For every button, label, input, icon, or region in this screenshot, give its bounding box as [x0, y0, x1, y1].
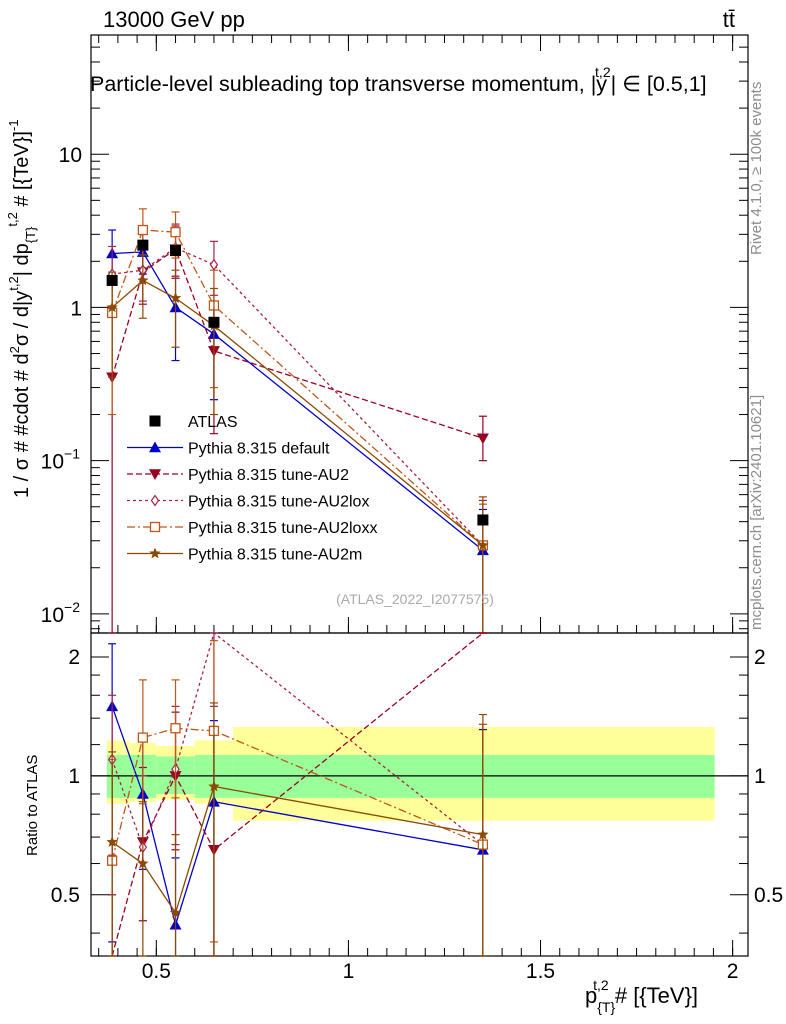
ratio-plot-frame: [90, 632, 749, 957]
legend-marker: [149, 469, 161, 480]
series-line: [112, 247, 484, 546]
y-tick-label: 10: [59, 144, 82, 167]
ratio-tick-label-right: 1: [754, 765, 766, 788]
legend: ATLAS Pythia 8.315 default Pythia 8.315 tu…: [127, 414, 377, 564]
data-point: [209, 258, 219, 271]
y-tick-label: 10−1: [41, 446, 81, 474]
ratio-point: [208, 780, 220, 792]
data-point: [106, 301, 118, 313]
ratio-point: [137, 857, 149, 869]
ratio-point: [170, 723, 181, 734]
series-0: [106, 229, 489, 634]
data-point: [137, 224, 149, 236]
ratio-plot-series: [106, 632, 489, 957]
rivet-version-label: Rivet 4.1.0, ≥ 100k events: [748, 82, 765, 255]
ratio-point: [477, 828, 489, 840]
atlas-point: [208, 316, 220, 328]
x-tick-label: 1.5: [526, 960, 555, 983]
x-tick-label: 2: [727, 960, 739, 983]
legend-label: ATLAS: [188, 414, 238, 431]
x-tick-label: 1: [343, 960, 355, 983]
legend-label: Pythia 8.315 tune-AU2lox: [188, 494, 369, 511]
plot-title-var: y: [596, 72, 607, 96]
ratio-y-axis-label: Ratio to ATLAS: [24, 755, 41, 856]
legend-label: Pythia 8.315 tune-AU2m: [188, 547, 362, 564]
ratio-tick-label-right: 2: [754, 646, 766, 669]
y-axis-label: 1 / σ # #cdot # d2σ / d|yt,2| dp{T}t,2 #…: [5, 119, 38, 498]
atlas-point: [137, 239, 149, 251]
plot-title-main: Particle-level subleading top transverse…: [90, 72, 596, 96]
ratio-tick-label: 1: [68, 765, 80, 788]
series-2: [107, 223, 488, 634]
series-3: [106, 208, 489, 634]
main-plot-series: [106, 208, 489, 634]
legend-atlas-marker: [149, 415, 161, 427]
data-point: [170, 227, 181, 238]
atlas-data: [106, 239, 489, 526]
legend-label: Pythia 8.315 default: [188, 441, 330, 458]
legend-label: Pythia 8.315 tune-AU2: [188, 467, 349, 484]
data-point: [476, 433, 489, 445]
ratio-tick-label: 0.5: [51, 884, 80, 907]
data-point: [477, 539, 489, 551]
atlas-point: [170, 245, 182, 257]
data-point: [169, 292, 182, 303]
ratio-point: [137, 732, 149, 743]
ratio-tick-label: 2: [68, 646, 80, 669]
process-label: tt̄: [723, 7, 735, 32]
axis-ticks: 0.5 1 1.5 2 10 1 10−1 10−2 0.5 0.5 1 1 2 2: [41, 34, 783, 983]
x-tick-label: 0.5: [142, 960, 171, 983]
plot-title-tail: | ∈ [0.5,1]: [611, 72, 707, 96]
legend-marker: [150, 494, 160, 507]
legend-label: Pythia 8.315 tune-AU2loxx: [188, 520, 377, 537]
energy-label: 13000 GeV pp: [103, 7, 245, 32]
series-line: [111, 229, 484, 546]
ratio-point: [106, 836, 118, 847]
ratio-line: [111, 633, 484, 849]
legend-marker: [149, 547, 161, 559]
legend-marker: [149, 441, 161, 453]
ratio-tick-label-right: 0.5: [754, 884, 783, 907]
y-tick-label: 1: [70, 297, 82, 320]
source-label: mcplots.cern.ch [arXiv:2401.10621]: [748, 395, 765, 630]
analysis-watermark: (ATLAS_2022_I2077575): [336, 591, 494, 607]
ratio-series-4: [106, 702, 489, 957]
ratio-point: [169, 906, 182, 918]
plot-title-sup: t,2: [595, 64, 611, 80]
atlas-point: [477, 514, 489, 526]
data-point: [137, 274, 149, 286]
series-line: [111, 248, 484, 439]
plot-title: Particle-level subleading top transverse…: [90, 64, 707, 96]
atlas-point: [106, 274, 118, 286]
legend-marker: [149, 521, 161, 533]
y-tick-label: 10−2: [41, 599, 81, 627]
x-axis-label: p{T}t,2 # [{TeV}]: [585, 977, 698, 1015]
main-plot-frame: [90, 34, 749, 634]
ratio-uncertainty-bands: [91, 726, 748, 821]
